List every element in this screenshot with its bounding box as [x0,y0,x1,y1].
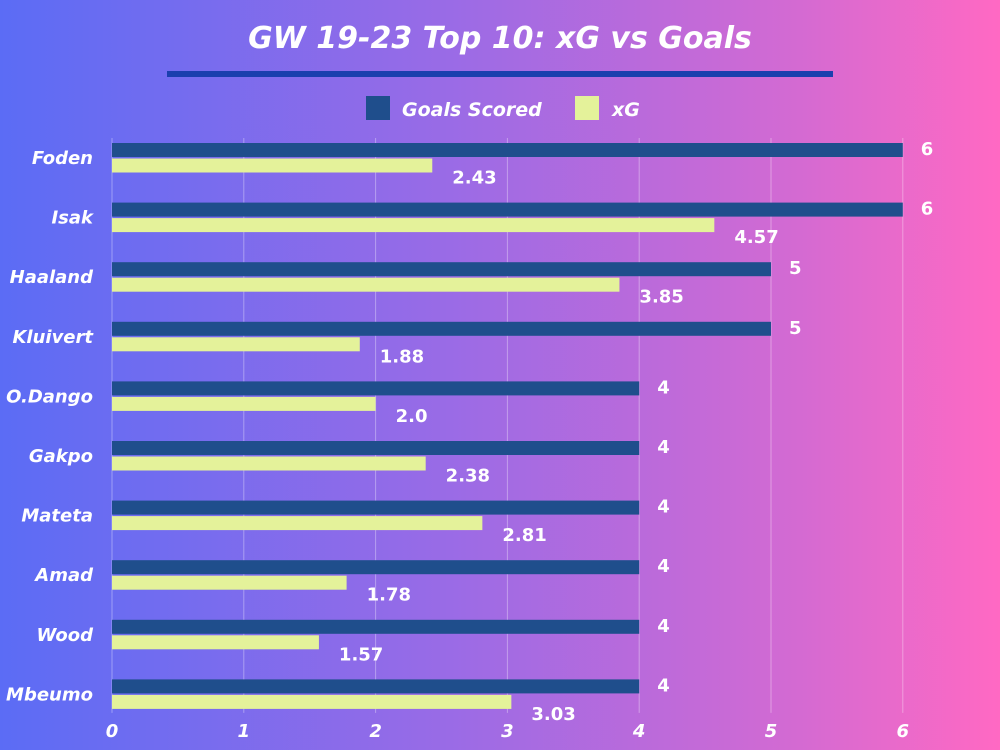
tick-label-2: 2 [369,721,382,742]
bar-xg-isak [112,218,715,233]
category-label-kluivert: Kluivert [12,327,94,348]
category-labels: Foden Isak Haaland Kluivert O.Dango Gakpo Mate… [6,148,94,705]
bar-xg-kluivert [112,337,360,352]
bar-xg-haaland [112,277,620,292]
legend-label-xg: xG [611,99,640,121]
bar-goals-mateta [112,500,640,515]
bar-goals-isak [112,202,903,217]
data-label-goals-isak: 6 [921,199,934,220]
chart-title: GW 19-23 Top 10: xG vs Goals [248,21,752,56]
bar-goals-o-dango [112,381,640,396]
bar-xg-mateta [112,516,483,531]
bar-goals-mbeumo [112,679,640,694]
legend: Goals Scored xG [366,96,640,121]
data-label-goals-kluivert: 5 [789,318,802,339]
category-label-haaland: Haaland [10,267,94,288]
category-label-wood: Wood [37,625,95,646]
category-label-foden: Foden [32,148,93,169]
tick-label-4: 4 [632,721,646,742]
data-label-xg-amad: 1.78 [367,585,411,606]
data-label-xg-mbeumo: 3.03 [531,704,575,725]
data-label-xg-foden: 2.43 [452,168,496,189]
tick-label-5: 5 [765,721,778,742]
category-label-mbeumo: Mbeumo [6,684,93,705]
bar-xg-amad [112,575,347,590]
bar-goals-gakpo [112,441,640,455]
data-label-xg-gakpo: 2.38 [446,466,490,487]
category-label-amad: Amad [33,565,94,586]
tick-label-1: 1 [238,721,251,742]
data-label-xg-kluivert: 1.88 [380,346,424,367]
bar-xg-wood [112,635,319,650]
data-label-xg-wood: 1.57 [339,644,383,665]
data-label-goals-o-dango: 4 [657,377,670,398]
tick-labels: 0 1 2 3 4 5 6 [106,721,909,742]
bar-goals-kluivert [112,321,771,336]
tick-label-6: 6 [897,721,910,742]
bar-xg-o-dango [112,396,376,411]
data-label-goals-amad: 4 [657,556,670,577]
bar-xg-foden [112,158,433,173]
data-label-goals-wood: 4 [657,616,670,637]
bars [112,143,903,709]
tick-label-0: 0 [106,721,119,742]
data-label-xg-mateta: 2.81 [502,525,546,546]
tick-label-3: 3 [501,721,514,742]
data-label-goals-foden: 6 [921,139,934,160]
data-label-xg-o-dango: 2.0 [396,406,428,427]
data-labels: 6 2.43 6 4.57 5 3.85 5 1.88 4 2.0 4 2.38 4 2.81 4 1.78 4… [339,139,933,725]
data-label-goals-haaland: 5 [789,258,802,279]
bar-goals-haaland [112,262,771,277]
data-label-xg-haaland: 3.85 [639,287,683,308]
bar-goals-amad [112,560,640,575]
data-label-goals-mbeumo: 4 [657,675,670,696]
category-label-gakpo: Gakpo [29,446,93,467]
legend-swatch-goals-scored [366,96,390,120]
category-label-o-dango: O.Dango [6,386,93,407]
bar-xg-gakpo [112,456,426,471]
legend-swatch-xg [575,96,599,120]
bar-goals-foden [112,143,903,157]
bar-xg-mbeumo [112,694,512,709]
legend-label-goals-scored: Goals Scored [402,99,542,121]
data-label-goals-mateta: 4 [657,497,670,518]
title-divider [167,71,833,77]
data-label-xg-isak: 4.57 [734,227,778,248]
bar-goals-wood [112,619,640,634]
data-label-goals-gakpo: 4 [657,437,670,458]
category-label-isak: Isak [51,208,94,229]
gridlines [111,138,904,713]
category-label-mateta: Mateta [21,506,93,527]
